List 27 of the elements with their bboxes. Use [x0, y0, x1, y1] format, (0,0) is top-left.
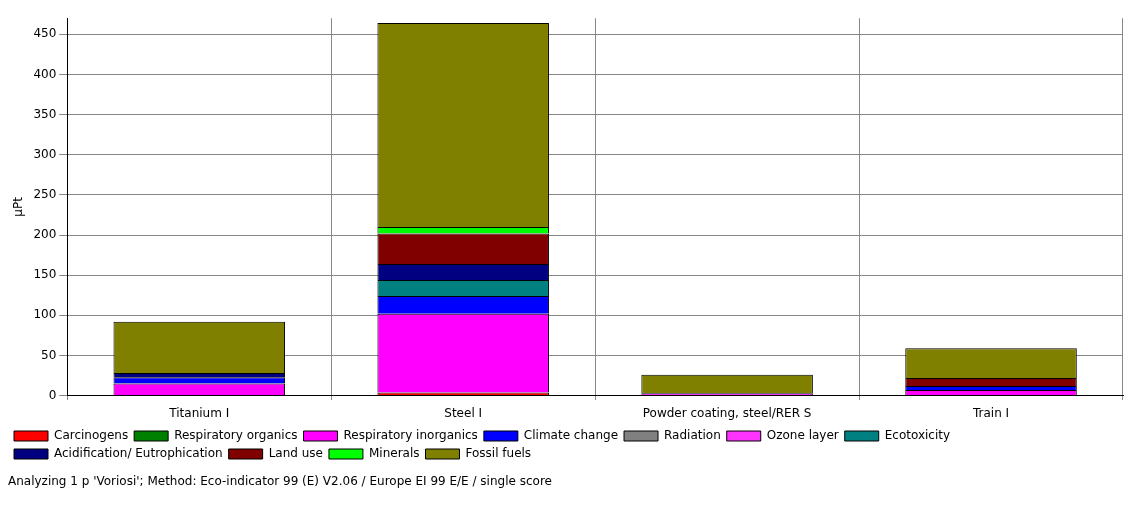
- y-tick-label: 0: [48, 387, 57, 402]
- y-axis-title: µPt: [11, 196, 26, 217]
- legend-label: Carcinogens: [54, 428, 129, 443]
- y-tick-label: 250: [33, 186, 57, 201]
- legend-label: Land use: [268, 446, 323, 461]
- y-tick-label: 150: [33, 267, 57, 282]
- x-tick-label: Powder coating, steel/RER S: [642, 405, 812, 420]
- y-tick-label: 200: [33, 227, 57, 242]
- text: Analyzing 1 p 'Voriosi'; Method: Eco-indicator 99 (E) V2.06 / Europe EI 99 E/E / single score: [8, 474, 553, 488]
- x-tick-label: Train I: [971, 405, 1010, 420]
- legend-label: Climate change: [523, 428, 619, 443]
- legend-label: Radiation: [664, 428, 721, 443]
- y-tick-label: 50: [41, 347, 57, 362]
- y-tick-label: 400: [33, 66, 57, 81]
- legend-label: Fossil fuels: [465, 446, 532, 461]
- legend-label: Respiratory organics: [174, 428, 298, 443]
- y-tick-label: 350: [33, 106, 57, 121]
- legend-label: Ecotoxicity: [884, 428, 951, 443]
- x-tick-label: Steel I: [444, 405, 483, 420]
- y-tick-label: 300: [33, 146, 57, 161]
- y-tick-label: 450: [33, 26, 57, 41]
- x-tick-label: Titanium I: [168, 405, 230, 420]
- y-tick-label: 100: [33, 307, 57, 322]
- legend-label: Ozone layer: [766, 428, 839, 443]
- legend-label: Respiratory inorganics: [343, 428, 478, 443]
- legend-label: Acidification/ Eutrophication: [54, 446, 223, 461]
- legend-label: Minerals: [368, 446, 420, 461]
